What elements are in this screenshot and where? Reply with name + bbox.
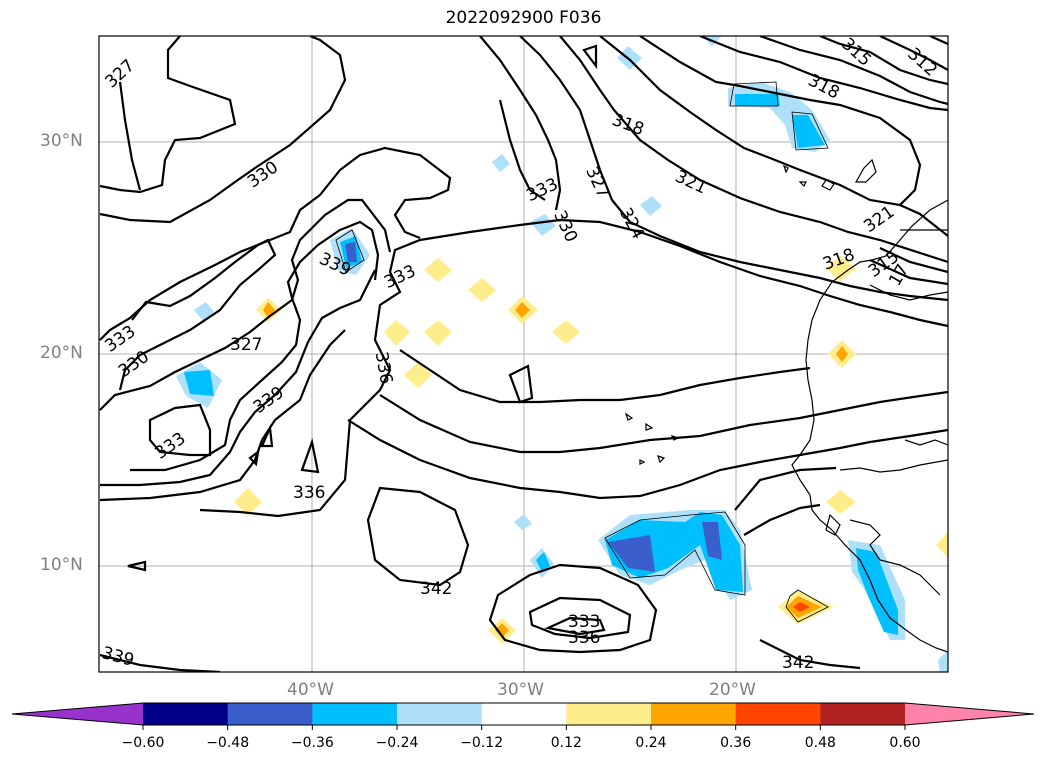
colorbar-tick-label: −0.48 [206, 735, 249, 751]
colorbar: −0.60 −0.48 −0.36 −0.24 −0.12 0.12 0.24 0.36 0.4… [11, 702, 1035, 751]
positive-shading [234, 256, 948, 644]
colorbar-tick-label: 0.36 [720, 735, 751, 751]
colorbar-tick-label: 0.60 [889, 735, 920, 751]
contour-label: 342 [782, 653, 814, 673]
lon-label-30w: 30°W [497, 680, 544, 700]
colorbar-extend-low [12, 703, 143, 725]
colorbar-segment [481, 703, 567, 725]
colorbar-segment [397, 703, 483, 725]
colorbar-segment [227, 703, 313, 725]
colorbar-extend-high [905, 703, 1034, 725]
colorbar-tick-label: −0.36 [291, 735, 334, 751]
lon-label-20w: 20°W [709, 680, 756, 700]
colorbar-segment [651, 703, 737, 725]
colorbar-segment [566, 703, 652, 725]
coastlines [624, 158, 948, 653]
contour-label: 342 [420, 579, 452, 599]
lat-label-30n: 30°N [40, 131, 83, 151]
contour-label: 333 [568, 612, 600, 632]
colorbar-tick-label: 0.12 [551, 735, 582, 751]
contours [99, 36, 948, 672]
colorbar-tick-label: −0.24 [376, 735, 419, 751]
map-frame [98, 35, 949, 673]
colorbar-tick-label: −0.12 [460, 735, 503, 751]
shading-outlines [335, 81, 829, 623]
contour-label: 327 [230, 335, 262, 355]
colorbar-tick-label: 0.24 [635, 735, 666, 751]
negative-shading [176, 36, 948, 672]
colorbar-segment [820, 703, 906, 725]
plot-title: 2022092900 F036 [445, 8, 602, 28]
lat-label-10n: 10°N [40, 555, 83, 575]
colorbar-segment [735, 703, 821, 725]
lat-label-20n: 20°N [40, 343, 83, 363]
contour-label: 336 [293, 483, 325, 503]
colorbar-segment [143, 703, 229, 725]
colorbar-tick-label: 0.48 [805, 735, 836, 751]
colorbar-segment [312, 703, 398, 725]
colorbar-tick-label: −0.60 [122, 735, 165, 751]
lon-label-40w: 40°W [287, 680, 334, 700]
contour-label: 336 [568, 628, 600, 648]
